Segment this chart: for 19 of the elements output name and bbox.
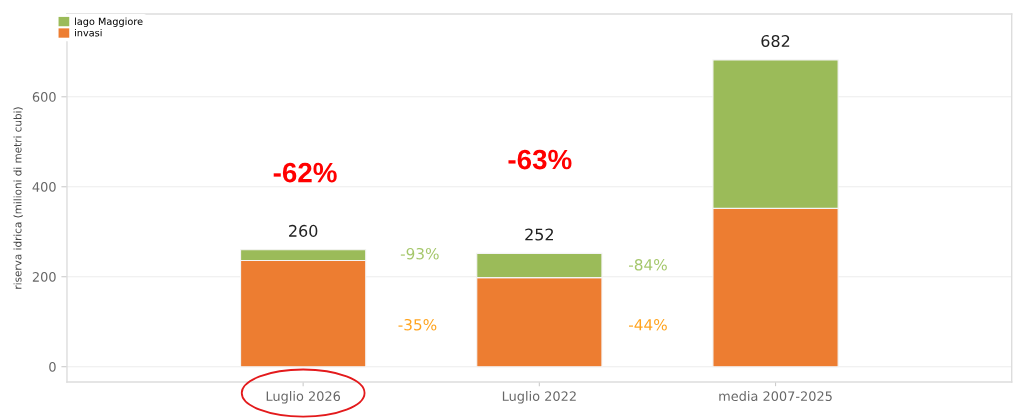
legend-label: invasi bbox=[75, 28, 102, 37]
y-tick-label: 600 bbox=[32, 92, 56, 102]
annotation: -84% bbox=[629, 258, 667, 271]
annotation: -62% bbox=[273, 162, 337, 183]
x-tick-label: media 2007-2025 bbox=[719, 391, 832, 402]
annotation: -35% bbox=[398, 318, 437, 331]
annotation: -93% bbox=[400, 247, 439, 260]
y-axis-title: riserva idrica (milioni di metri cubi) bbox=[13, 107, 23, 289]
y-tick-label: 200 bbox=[32, 272, 56, 282]
y-tick-label: 0 bbox=[49, 362, 56, 372]
total-label: 252 bbox=[525, 228, 553, 241]
annotation: -44% bbox=[629, 318, 667, 331]
x-tick-label: Luglio 2022 bbox=[502, 391, 576, 404]
y-tick-label: 400 bbox=[32, 182, 56, 192]
total-label: 682 bbox=[761, 34, 790, 48]
legend-label: lago Maggiore bbox=[75, 17, 143, 27]
x-tick-label: Luglio 2026 bbox=[266, 391, 341, 404]
total-label: 260 bbox=[289, 224, 318, 237]
annotation: -63% bbox=[508, 149, 572, 170]
